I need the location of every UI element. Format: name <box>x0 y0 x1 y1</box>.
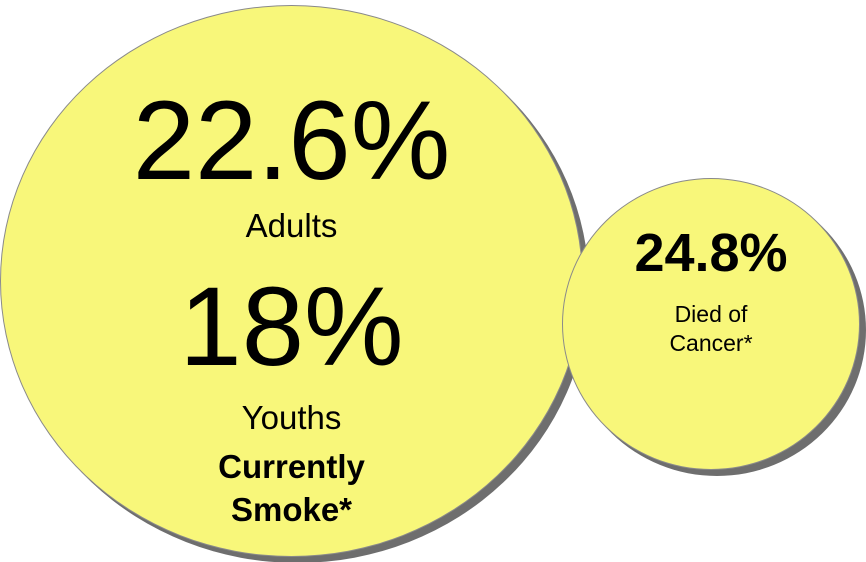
adults-percent: 22.6% <box>132 78 451 203</box>
currently-label: Currently <box>218 448 365 485</box>
cancer-label: Cancer* <box>669 330 753 356</box>
cancer-percent: 24.8% <box>634 223 788 283</box>
youths-percent: 18% <box>179 264 404 389</box>
died-of-label: Died of <box>674 301 748 327</box>
adults-label: Adults <box>245 207 338 244</box>
youths-label: Youths <box>241 399 342 436</box>
cancer-circle: 24.8% Died of Cancer* <box>562 178 860 470</box>
smoke-label: Smoke* <box>230 491 353 528</box>
smokers-circle: 22.6% Adults 18% Youths Currently Smoke* <box>0 5 583 557</box>
